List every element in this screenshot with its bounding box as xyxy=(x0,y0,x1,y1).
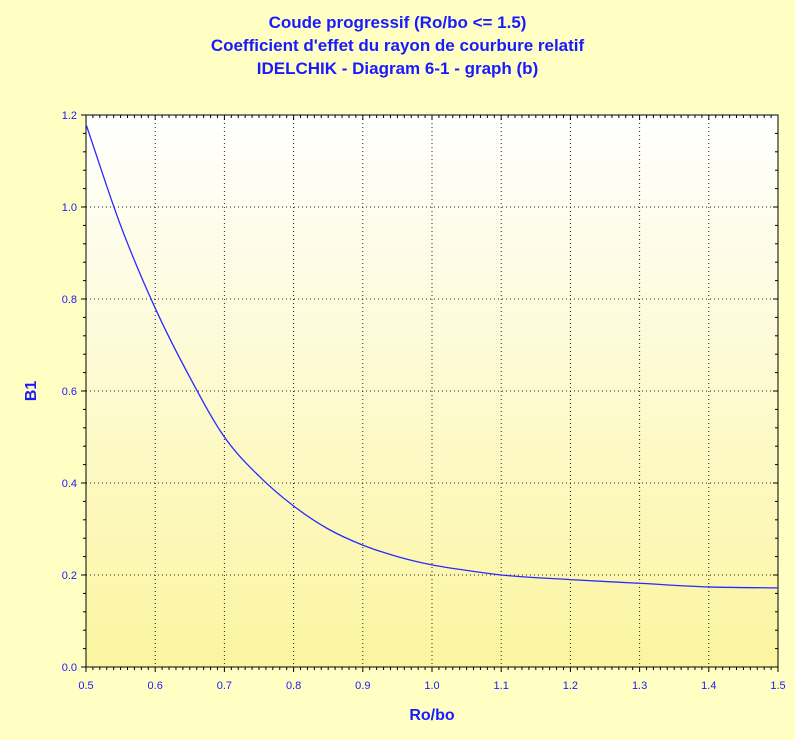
y-tick-label: 1.0 xyxy=(62,202,77,214)
y-tick-label: 1.2 xyxy=(62,110,77,122)
x-tick-label: 1.0 xyxy=(424,680,439,692)
chart-title-line-1: Coude progressif (Ro/bo <= 1.5) xyxy=(268,13,527,32)
x-tick-label: 0.6 xyxy=(148,680,163,692)
x-tick-label: 1.3 xyxy=(632,680,647,692)
chart-title-line-2: Coefficient d'effet du rayon de courbure… xyxy=(210,36,585,55)
series-line xyxy=(85,123,779,589)
x-tick-label: 1.5 xyxy=(770,680,785,692)
chart-title-line-3: IDELCHIK - Diagram 6-1 - graph (b) xyxy=(256,59,539,78)
x-axis-label: Ro/bo xyxy=(409,707,455,724)
x-tick-label: 0.5 xyxy=(78,680,93,692)
tick-layer: 0.5 0.6 0.7 0.8 0.9 1.0 1.1 1.2 1.3 1.4 1.5 0.0 0.2 0… xyxy=(62,110,786,692)
x-tick-label: 1.2 xyxy=(563,680,578,692)
y-tick-label: 0.4 xyxy=(62,478,77,490)
y-tick-label: 0.0 xyxy=(62,662,77,674)
x-tick-label: 0.7 xyxy=(217,680,232,692)
y-axis-label: B1 xyxy=(23,381,40,402)
x-tick-label: 1.1 xyxy=(494,680,509,692)
plot-frame xyxy=(85,114,779,668)
y-tick-label: 0.2 xyxy=(62,570,77,582)
y-tick-label: 0.6 xyxy=(62,386,77,398)
x-tick-label: 0.9 xyxy=(355,680,370,692)
x-tick-label: 1.4 xyxy=(701,680,716,692)
y-tick-label: 0.8 xyxy=(62,294,77,306)
x-tick-label: 0.8 xyxy=(286,680,301,692)
